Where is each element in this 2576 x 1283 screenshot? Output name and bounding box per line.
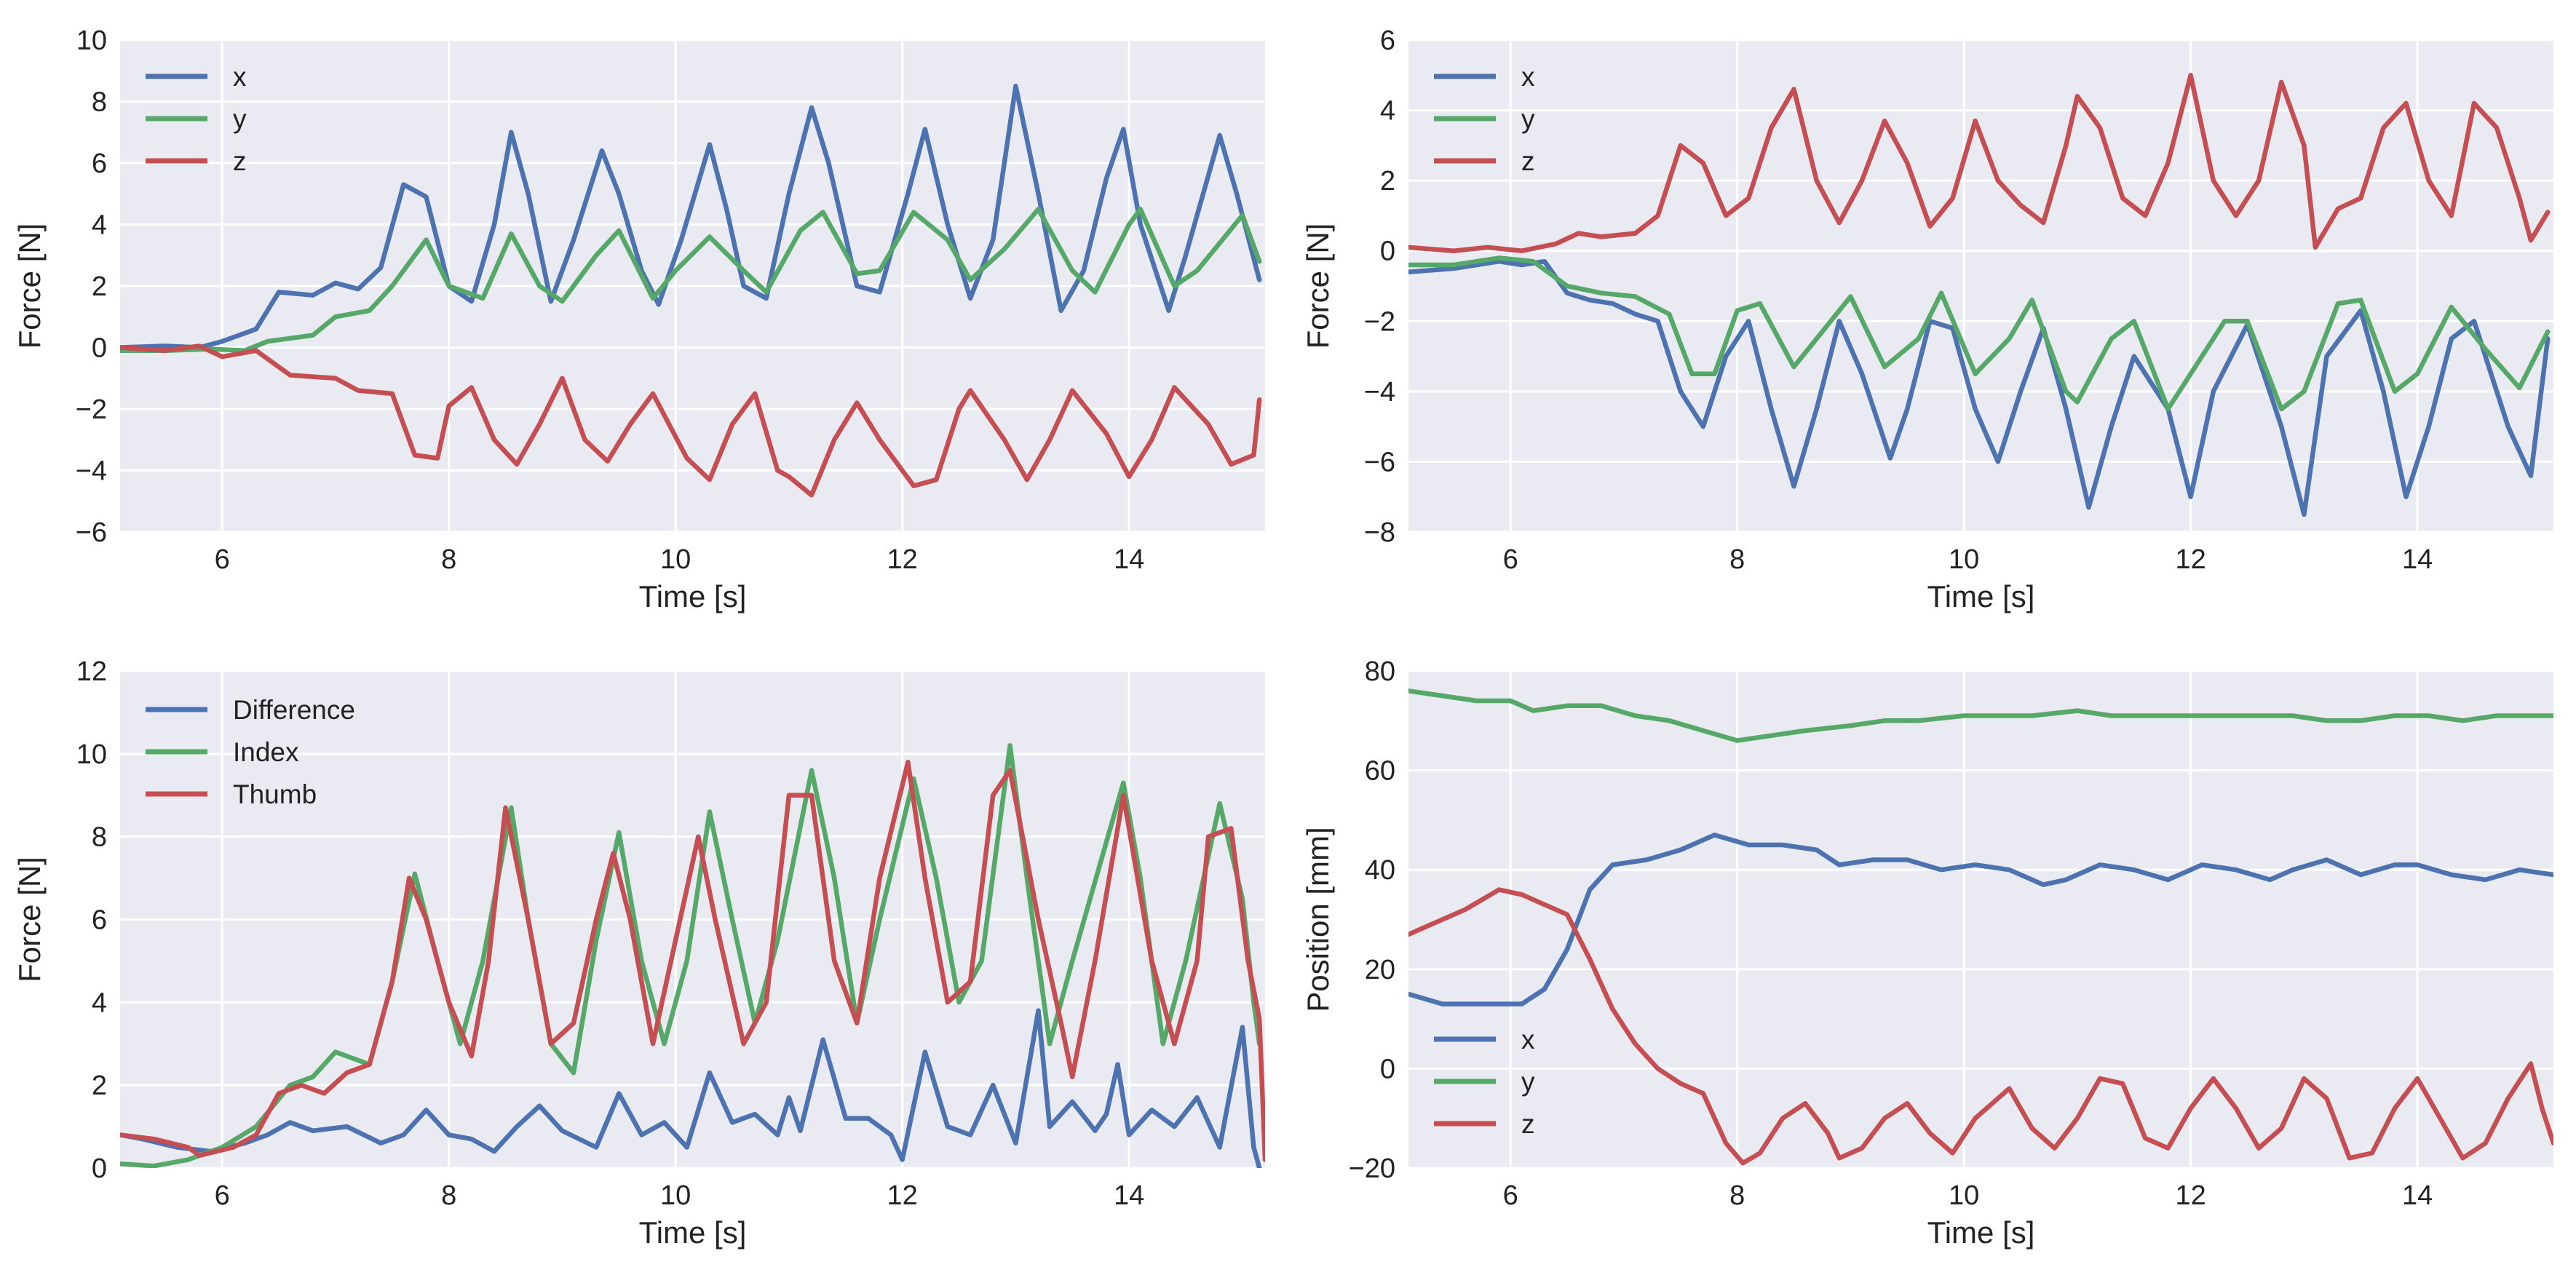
y-tick-label: −4 [76,456,107,487]
y-axis-label: Position [mm] [1301,827,1335,1012]
y-tick-label: 0 [1380,1054,1395,1084]
y-axis-label: Force [N] [1301,223,1335,349]
y-tick-label: 0 [92,333,107,364]
x-tick-label: 8 [441,1180,456,1211]
series-line-index [120,743,1262,1168]
legend-label: z [233,146,247,176]
y-tick-label: 0 [1380,237,1395,267]
legend-label: y [1521,1067,1535,1097]
x-axis-label: Time [s] [1927,579,2035,613]
y-tick-label: 0 [92,1153,107,1184]
legend-label: Index [233,737,299,767]
x-tick-label: 12 [887,1180,917,1211]
x-tick-label: 6 [1503,544,1518,575]
y-tick-label: 4 [1380,96,1395,127]
series-line-difference [120,1008,1262,1168]
legend-label: z [1521,146,1535,176]
legend-label: x [233,62,247,92]
plot-area [1408,40,2553,532]
y-tick-label: 80 [1365,656,1395,687]
y-tick-label: 8 [92,87,107,118]
series-line-z [1408,73,2551,253]
series-line-x [1408,833,2553,1006]
y-tick-label: 4 [92,210,107,241]
y-tick-label: −2 [1364,306,1395,337]
y-tick-label: 6 [92,905,107,936]
y-tick-label: 60 [1365,756,1395,787]
chart-panel-1: 6 8 10 12 14 −6 −4 −2 0 2 4 6 8 10 Time [s] Force [N] xy… [12,25,1265,613]
legend: xyz [1434,62,1535,176]
y-tick-label: −8 [1364,517,1395,548]
y-tick-label: 2 [92,271,107,302]
legend: xyz [1434,1025,1535,1139]
series-line-y [1408,688,2553,743]
x-tick-label: 14 [2402,1180,2433,1211]
x-axis-label: Time [s] [639,579,747,613]
y-tick-label: 40 [1365,855,1395,886]
y-tick-label: 20 [1365,955,1395,985]
chart-panel-2: 6 8 10 12 14 −8 −6 −4 −2 0 2 4 6 Time [s] Force [N] xyz [1301,25,2553,613]
x-axis-label: Time [s] [639,1215,747,1250]
x-tick-label: 10 [1949,1180,1979,1211]
y-tick-label: 4 [92,988,107,1018]
legend-label: x [1521,1025,1535,1054]
y-tick-label: −6 [1364,447,1395,477]
y-axis-label: Force [N] [12,223,47,349]
legend-label: y [1521,104,1535,134]
y-tick-label: 8 [92,822,107,853]
plot-area [1408,671,2553,1168]
series-line-x [1408,258,2551,517]
legend-label: Difference [233,695,355,725]
series-line-thumb [120,759,1265,1162]
y-tick-label: 12 [76,656,107,687]
y-tick-label: 10 [76,25,107,56]
x-tick-label: 10 [660,1180,691,1211]
legend: xyz [146,62,247,176]
x-tick-label: 14 [1114,1180,1144,1211]
legend-label: Thumb [233,779,317,809]
y-tick-label: −6 [76,517,107,548]
y-axis-label: Force [N] [12,857,47,982]
legend: Difference Index Thumb [146,695,355,809]
legend-label: z [1521,1109,1535,1139]
x-tick-label: 12 [2175,544,2206,575]
y-tick-label: 10 [76,739,107,770]
x-axis-label: Time [s] [1927,1215,2035,1250]
x-tick-label: 6 [1503,1180,1518,1211]
x-tick-label: 14 [1114,544,1144,575]
y-tick-label: −4 [1364,377,1395,408]
y-tick-label: 2 [1380,166,1395,196]
legend-label: x [1521,62,1535,92]
x-tick-label: 8 [1729,544,1745,575]
chart-panel-4: 6 8 10 12 14 −20 0 20 40 60 80 Time [s] Position [mm… [1301,656,2553,1250]
x-tick-label: 6 [215,1180,230,1211]
x-tick-label: 12 [887,544,917,575]
x-tick-label: 10 [660,544,691,575]
y-tick-label: 2 [92,1071,107,1101]
series-line-y [1408,255,2551,412]
x-tick-label: 12 [2175,1180,2206,1211]
x-tick-label: 10 [1949,544,1979,575]
y-tick-label: 6 [92,148,107,179]
x-tick-label: 8 [1729,1180,1745,1211]
chart-panel-3: 6 8 10 12 14 0 2 4 6 8 10 12 Time [s] Force [N] Differ… [12,656,1265,1250]
y-tick-label: −2 [76,394,107,425]
x-tick-label: 8 [441,544,456,575]
legend-label: y [233,104,247,134]
x-tick-label: 14 [2402,544,2433,575]
series-line-z [1408,887,2553,1166]
series-line-z [120,343,1262,498]
series-line-y [120,207,1262,353]
y-tick-label: −20 [1349,1153,1395,1184]
x-tick-label: 6 [215,544,230,575]
y-tick-label: 6 [1380,25,1395,56]
